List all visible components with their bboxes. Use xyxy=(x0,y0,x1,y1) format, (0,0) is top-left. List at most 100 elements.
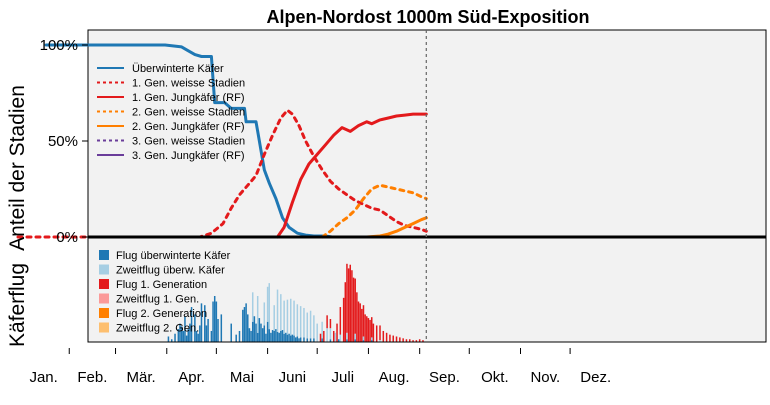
flight-bar xyxy=(323,330,325,342)
flight-bar xyxy=(334,332,337,342)
flight-bar xyxy=(242,309,244,342)
legend-entry: 2. Gen. weisse Stadien xyxy=(132,107,245,119)
flight-bar xyxy=(412,340,414,342)
stage-line xyxy=(276,112,428,239)
flight-bar xyxy=(313,338,315,342)
flight-bar xyxy=(253,316,256,342)
legend-swatch xyxy=(99,308,109,318)
flight-bar xyxy=(278,332,280,342)
flight-bar xyxy=(342,297,345,342)
flight-bar xyxy=(405,339,408,342)
flight-bar xyxy=(174,333,176,342)
legend-entry: 1. Gen. weisse Stadien xyxy=(132,78,245,90)
legend-entry: Flug 2. Generation xyxy=(116,308,207,320)
month-label: Mär. xyxy=(127,369,156,386)
month-label: Sep. xyxy=(429,369,460,386)
flight-bar xyxy=(194,314,196,342)
flight-bar xyxy=(362,336,365,341)
flight-bar xyxy=(309,310,312,339)
stage-line xyxy=(44,43,428,239)
flight-bar xyxy=(319,333,322,342)
flight-bar xyxy=(265,333,267,342)
flight-bar xyxy=(293,335,295,342)
flight-bar xyxy=(293,300,295,336)
flight-bar xyxy=(389,334,391,342)
legend-entry: Zweitflug 1. Gen. xyxy=(116,294,199,306)
stage-line xyxy=(16,108,428,239)
flight-bar xyxy=(179,323,181,342)
flight-bar xyxy=(326,315,328,329)
month-label: Feb. xyxy=(77,369,107,386)
flight-bar xyxy=(326,328,328,342)
flight-bar xyxy=(273,305,275,331)
plot-panel xyxy=(87,29,767,343)
month-label: Juni xyxy=(279,369,307,386)
flight-bar xyxy=(372,323,375,342)
legend-entry: Flug überwinterte Käfer xyxy=(116,250,231,262)
flight-bar xyxy=(329,328,332,340)
flight-bar xyxy=(263,302,266,326)
flight-bar xyxy=(415,340,418,342)
flight-bar xyxy=(256,332,259,342)
legend-swatch xyxy=(99,250,109,260)
flight-bar xyxy=(170,339,173,342)
flight-bar xyxy=(303,337,305,342)
flight-bar xyxy=(364,314,366,342)
month-label: Jan. xyxy=(29,369,57,386)
flight-bar xyxy=(235,334,237,342)
flight-bar xyxy=(207,319,209,342)
flight-bar xyxy=(177,329,180,342)
legend-swatch xyxy=(99,322,109,333)
flight-bar xyxy=(185,335,188,342)
flight-bar xyxy=(268,283,271,330)
flight-bar xyxy=(289,335,292,342)
flight-bar xyxy=(238,330,241,342)
flight-bar xyxy=(399,337,401,342)
flight-bar xyxy=(294,337,297,342)
month-label: Mai xyxy=(230,369,254,386)
flight-bar xyxy=(379,340,381,342)
flight-bar xyxy=(281,330,284,342)
flight-bar xyxy=(204,305,206,342)
flight-bar xyxy=(346,332,348,340)
flight-bar xyxy=(349,264,352,342)
legend-entry: 3. Gen. weisse Stadien xyxy=(132,136,245,148)
chart-title: Alpen-Nordost 1000m Süd-Exposition xyxy=(266,7,589,27)
flight-bar xyxy=(199,325,201,342)
flight-bar xyxy=(382,330,385,342)
legend-entry: 3. Gen. Jungkäfer (RF) xyxy=(132,150,245,162)
flight-bar xyxy=(268,329,271,342)
flight-bar xyxy=(321,338,323,342)
flight-bar xyxy=(210,330,213,342)
flight-bar xyxy=(367,318,370,342)
flight-bar xyxy=(197,333,199,342)
flight-bar xyxy=(205,325,208,342)
stage-line xyxy=(320,183,428,239)
flight-bar xyxy=(332,330,335,342)
y-tick-label: 0% xyxy=(56,229,78,246)
flight-bar xyxy=(351,270,353,342)
flight-bar xyxy=(266,321,269,342)
flight-bar xyxy=(354,339,356,342)
legend-entry: Zweitflug überw. Käfer xyxy=(116,265,225,277)
flight-bar xyxy=(418,339,421,342)
flight-bar xyxy=(336,323,338,342)
flight-bar xyxy=(303,307,305,338)
flight-bar xyxy=(296,336,299,342)
flight-bar xyxy=(256,296,259,333)
y-tick-label: 100% xyxy=(40,37,78,54)
flight-bar xyxy=(352,277,355,342)
flight-bar xyxy=(291,334,294,342)
flight-bar xyxy=(280,330,282,342)
flight-bar xyxy=(359,303,361,342)
flight-bar xyxy=(245,303,247,342)
flight-bar xyxy=(409,339,411,342)
legend-entry: Überwinterte Käfer xyxy=(132,63,224,75)
flight-bar xyxy=(299,337,302,342)
flight-bar xyxy=(251,292,254,322)
flight-bar xyxy=(276,331,279,342)
flight-bar xyxy=(286,299,289,335)
legend-entry: Flug 1. Generation xyxy=(116,279,207,291)
flight-bar xyxy=(370,337,373,341)
